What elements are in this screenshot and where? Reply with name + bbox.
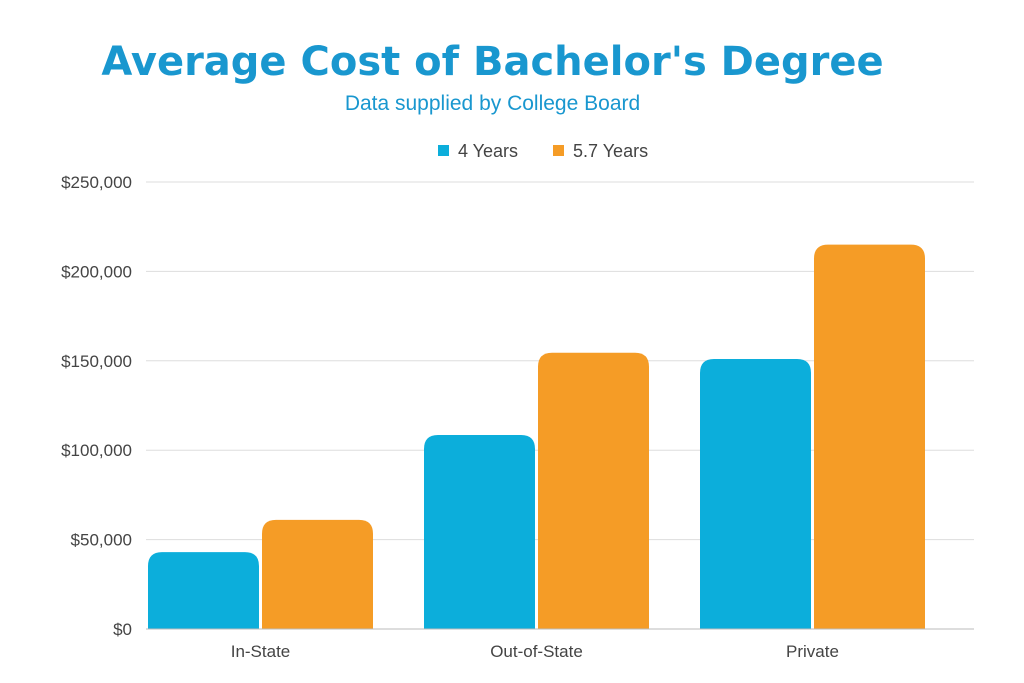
y-tick-label: $0: [113, 620, 132, 639]
legend-label: 5.7 Years: [573, 141, 648, 161]
chart-title: Average Cost of Bachelor's Degree: [101, 39, 884, 85]
legend-label: 4 Years: [458, 141, 518, 161]
y-tick-label: $50,000: [71, 531, 132, 550]
x-axis-ticks: In-State Out-of-State Private: [231, 642, 839, 661]
chart-subtitle: Data supplied by College Board: [344, 92, 641, 115]
bar-4-years-private: [700, 359, 811, 629]
y-tick-label: $200,000: [61, 262, 132, 281]
bar-4-years-in-state: [148, 552, 259, 629]
y-tick-label: $150,000: [61, 352, 132, 371]
bar-4-years-out-of-state: [424, 435, 535, 629]
bar-5-7-years-in-state: [262, 519, 373, 629]
legend: 4 Years 5.7 Years: [438, 141, 648, 161]
y-axis-ticks: $0 $50,000 $100,000 $150,000 $200,000 $250,00…: [61, 173, 132, 639]
x-tick-label: Private: [786, 642, 839, 661]
legend-swatch: [438, 145, 449, 156]
y-tick-label: $100,000: [61, 441, 132, 460]
bar-5-7-years-private: [814, 244, 925, 629]
x-tick-label: Out-of-State: [490, 642, 583, 661]
bars: [148, 244, 925, 629]
legend-swatch: [553, 145, 564, 156]
bar-5-7-years-out-of-state: [538, 352, 649, 629]
y-tick-label: $250,000: [61, 173, 132, 192]
x-tick-label: In-State: [231, 642, 291, 661]
